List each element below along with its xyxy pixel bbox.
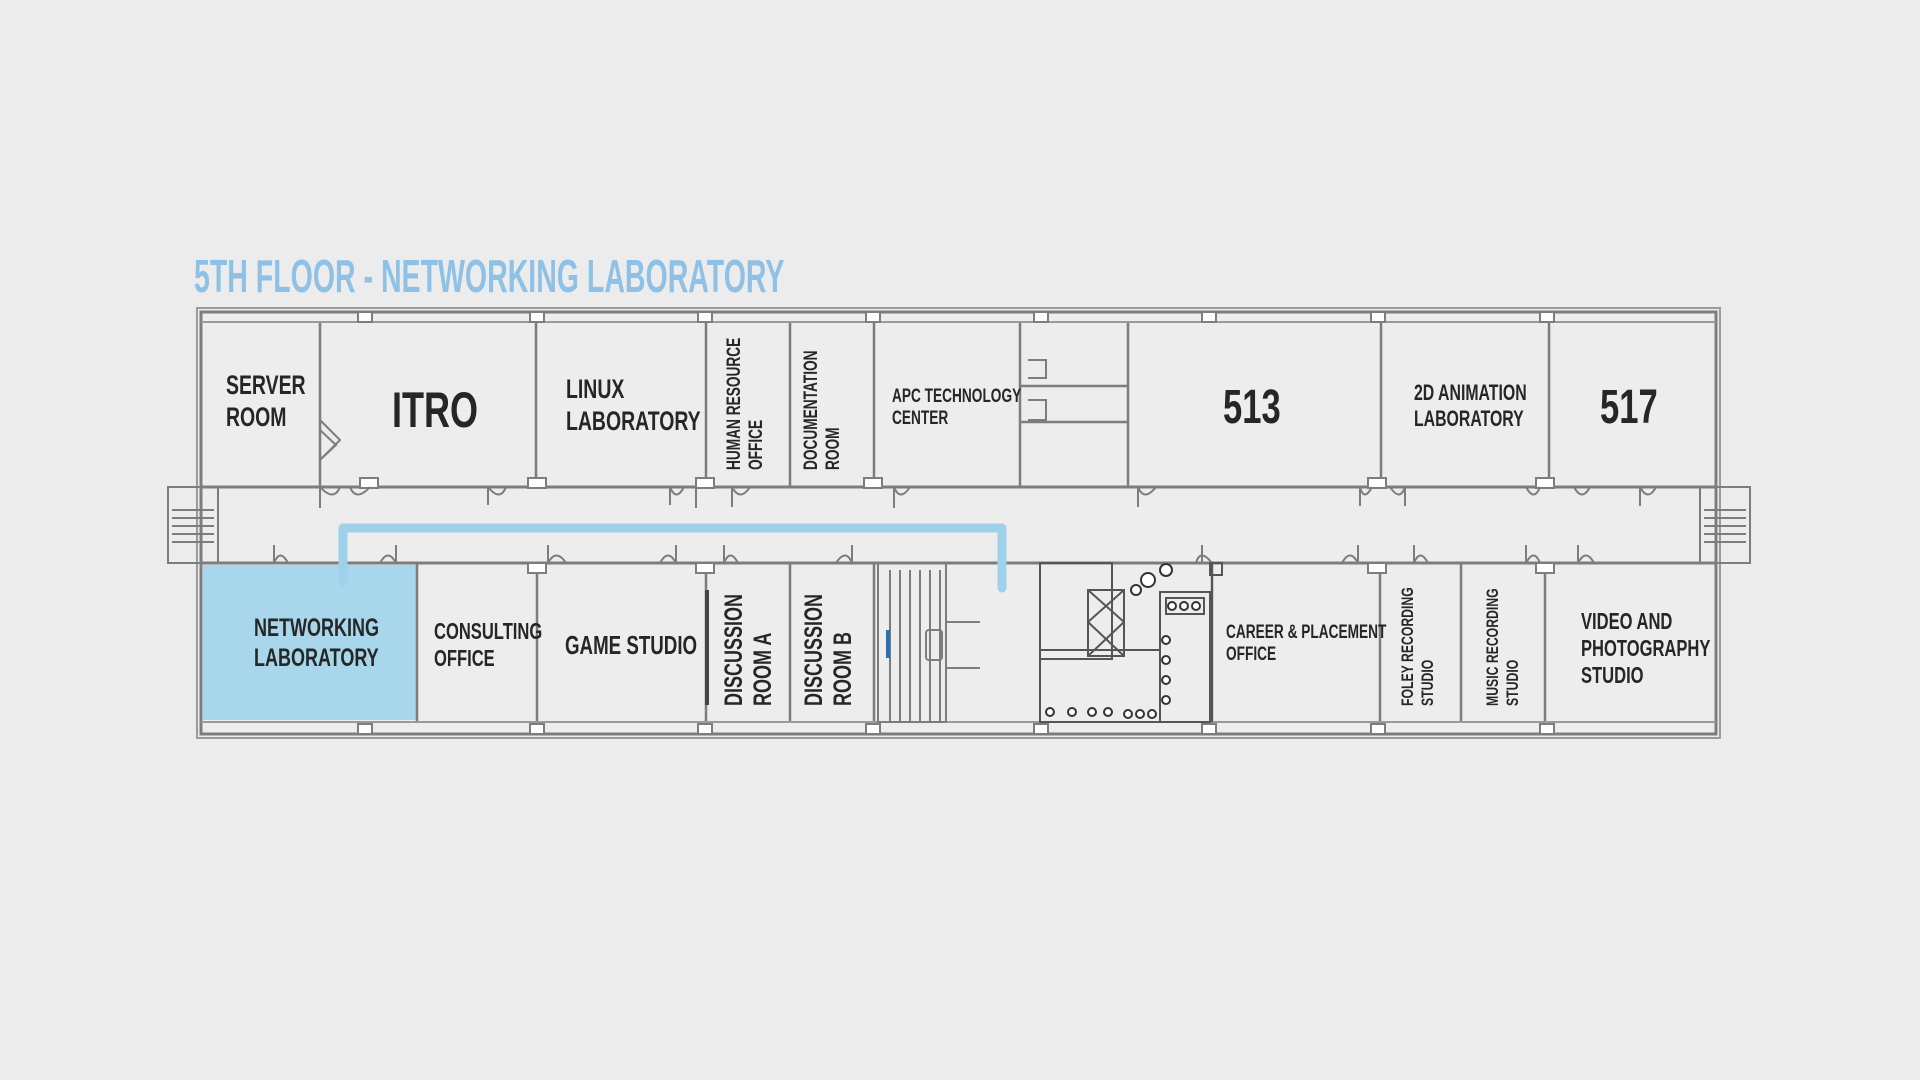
room-label-music-recording-studio: MUSIC RECORDING STUDIO <box>1483 588 1522 706</box>
room-label-career-placement-office: CAREER & PLACEMENT OFFICE <box>1226 622 1387 666</box>
room-label-discussion-room-a: DISCUSSION ROOM A <box>720 593 777 706</box>
room-label-apc-technology-center: APC TECHNOLOGY CENTER <box>892 386 1022 430</box>
building-outline <box>199 310 1718 736</box>
room-label-2d-animation-laboratory: 2D ANIMATION LABORATORY <box>1414 380 1527 431</box>
room-label-documentation-room: DOCUMENTATION ROOM <box>801 350 844 470</box>
room-label-517: 517 <box>1600 381 1658 434</box>
restroom-and-elevator-block <box>1039 562 1223 723</box>
room-label-consulting-office: CONSULTING OFFICE <box>434 618 543 672</box>
room-label-game-studio: GAME STUDIO <box>565 630 698 660</box>
room-label-513: 513 <box>1223 381 1281 434</box>
structural-columns <box>357 311 1555 735</box>
room-label-video-photography-studio: VIDEO AND PHOTOGRAPHY STUDIO <box>1581 608 1711 689</box>
room-label-itro: ITRO <box>392 382 478 438</box>
restroom-fixtures <box>1045 563 1201 719</box>
room-label-networking-laboratory: NETWORKING LABORATORY <box>254 614 379 672</box>
room-label-human-resource-office: HUMAN RESOURCE OFFICE <box>724 337 767 470</box>
room-label-discussion-room-b: DISCUSSION ROOM B <box>800 593 857 706</box>
west-exit-stair <box>167 486 219 564</box>
door-swings <box>273 359 1657 564</box>
networking-laboratory-highlight <box>203 565 416 720</box>
stair-handrail-marker <box>886 630 890 658</box>
east-exit-stair <box>1699 486 1751 564</box>
room-label-linux-laboratory: LINUX LABORATORY <box>566 374 701 436</box>
top-room-dividers <box>318 322 1551 487</box>
route-path <box>338 523 1007 593</box>
building-outer-wall <box>196 307 1721 739</box>
floor-title: 5TH FLOOR - NETWORKING LABORATORY <box>194 250 785 302</box>
room-label-foley-recording-studio: FOLEY RECORDING STUDIO <box>1398 587 1437 706</box>
room-label-server-room: SERVER ROOM <box>226 370 306 432</box>
